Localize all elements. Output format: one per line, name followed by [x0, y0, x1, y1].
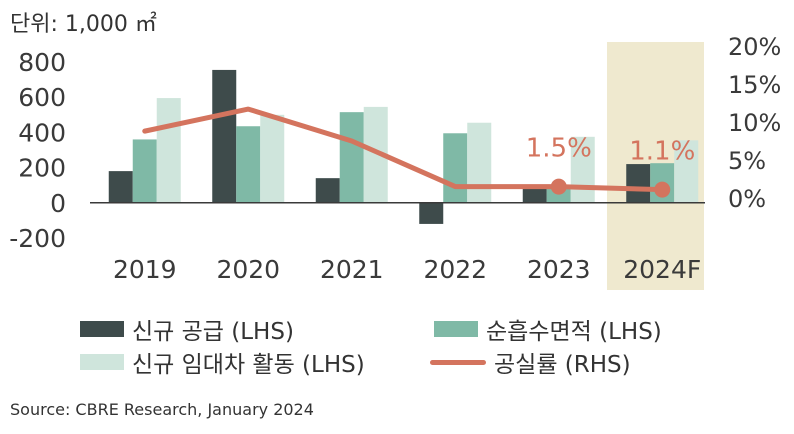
bar-absorption-2019: [132, 139, 157, 203]
y-right-tick-label: 0%: [728, 185, 766, 213]
bar-supply-2021: [315, 178, 340, 203]
bar-supply-2024F: [626, 164, 651, 203]
bar-absorption-2022: [443, 133, 468, 203]
x-tick-label-2023: 2023: [527, 255, 591, 284]
legend-swatch-supply: [80, 321, 124, 337]
vacancy-marker-2024F: [654, 181, 671, 198]
legend-label-vacancy: 공실률 (RHS): [494, 352, 631, 378]
unit-label: 단위: 1,000 ㎡: [10, 12, 157, 37]
bar-supply-2022: [419, 202, 444, 224]
y-right-tick-label: 10%: [728, 109, 781, 137]
bar-leasing-2022: [467, 122, 492, 203]
legend-swatch-absorption: [434, 321, 478, 337]
x-tick-label-2019: 2019: [113, 255, 177, 284]
legend-swatch-vacancy: [430, 359, 486, 365]
y-right-tick-label: 15%: [728, 71, 781, 99]
annotation-2023: 1.5%: [526, 134, 592, 164]
y-right-tick-label: 20%: [728, 33, 781, 61]
legend-label-leasing: 신규 임대차 활동 (LHS): [132, 352, 365, 378]
x-tick-label-2022: 2022: [423, 255, 487, 284]
bar-supply-2020: [212, 69, 237, 203]
vacancy-line-path: [142, 106, 665, 193]
annotations: 1.5% 1.1%: [526, 134, 696, 167]
legend-swatch-leasing: [80, 354, 124, 370]
legend-item-supply: 신규 공급 (LHS): [80, 312, 294, 346]
bar-series: [108, 69, 699, 224]
x-tick-label-2024F: 2024F: [623, 255, 701, 284]
bar-supply-2019: [108, 171, 133, 203]
vacancy-marker-2023: [550, 178, 567, 195]
source-note: Source: CBRE Research, January 2024: [10, 400, 314, 419]
bar-supply-2023: [522, 185, 547, 203]
axes: 800 600 400 200 0 -200 20% 15% 10% 5% 0% 2019 2020 20…: [9, 33, 781, 284]
y-left-tick-label: 400: [18, 118, 66, 147]
legend-label-supply: 신규 공급 (LHS): [132, 319, 294, 345]
x-tick-label-2020: 2020: [216, 255, 280, 284]
legend-item-vacancy: 공실률 (RHS): [430, 345, 631, 379]
bar-leasing-2020: [260, 114, 285, 203]
y-left-tick-label: 200: [18, 154, 66, 183]
bar-leasing-2024F: [674, 140, 699, 203]
y-right-tick-label: 5%: [728, 147, 766, 175]
annotation-2024F: 1.1%: [629, 137, 695, 167]
legend-item-absorption: 순흡수면적 (LHS): [434, 312, 662, 346]
bar-leasing-2023: [570, 136, 595, 203]
y-left-tick-label: 600: [18, 83, 66, 112]
x-tick-label-2021: 2021: [320, 255, 384, 284]
bar-absorption-2021: [339, 112, 364, 203]
legend-label-absorption: 순흡수면적 (LHS): [486, 319, 662, 345]
y-left-tick-label: -200: [9, 224, 66, 253]
y-left-tick-label: 0: [50, 189, 66, 218]
bar-leasing-2019: [156, 98, 181, 203]
bar-absorption-2020: [236, 126, 261, 203]
legend-item-leasing: 신규 임대차 활동 (LHS): [80, 345, 365, 379]
y-left-tick-label: 800: [18, 48, 66, 77]
vacancy-line: [142, 106, 671, 198]
